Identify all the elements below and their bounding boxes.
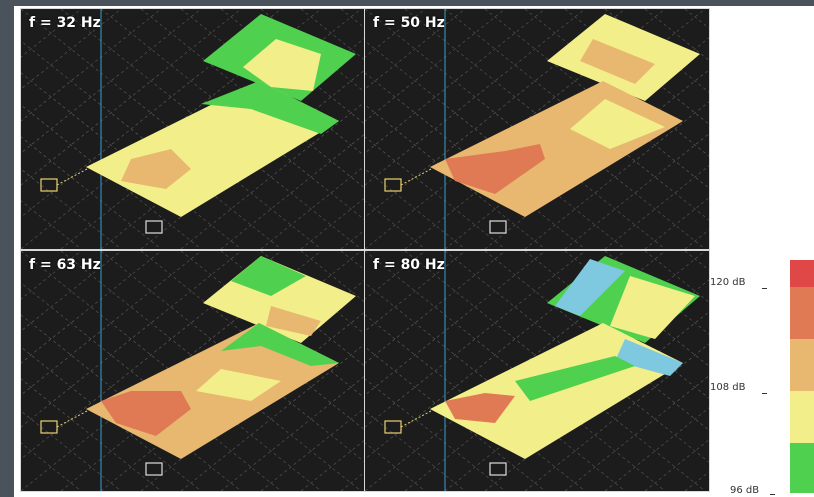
scale-tick-96db <box>770 494 775 495</box>
microphone-icon <box>489 462 507 476</box>
main-floor-zone-yellow <box>570 99 665 149</box>
background-strip-top <box>0 0 814 6</box>
grid-line <box>365 251 546 396</box>
frequency-label: f = 32 Hz <box>29 15 101 31</box>
upper-room-zone-green <box>231 256 306 296</box>
main-floor-zone-red <box>445 144 545 194</box>
grid-line <box>21 136 162 249</box>
panel-80hz: f = 80 Hz <box>364 250 710 492</box>
panel-32hz: f = 32 Hz <box>20 8 366 250</box>
scale-label-108db: 108 dB <box>710 382 746 393</box>
grid-line <box>365 168 466 249</box>
grid-line <box>21 200 82 249</box>
panel-32hz-plot <box>21 9 365 249</box>
microphone-icon <box>145 220 163 234</box>
grid-line <box>340 471 365 491</box>
frequency-label: f = 80 Hz <box>373 257 445 273</box>
main-floor-zone-blue <box>615 339 683 376</box>
grid-line <box>21 410 122 491</box>
grid-line <box>21 168 122 249</box>
grid-line <box>21 251 162 364</box>
grid-line <box>21 9 202 154</box>
grid-line <box>365 251 466 332</box>
speaker-icon <box>384 178 402 192</box>
panel-50hz-plot <box>365 9 709 249</box>
grid-line <box>340 9 365 29</box>
panel-50hz: f = 50 Hz <box>364 8 710 250</box>
grid-line <box>524 101 709 249</box>
grid-line <box>340 251 365 271</box>
grid-line <box>21 9 162 122</box>
panel-80hz-plot <box>365 251 709 491</box>
grid-line <box>21 442 82 491</box>
grid-line <box>21 251 82 300</box>
grid-line <box>21 9 242 186</box>
scale-band-red <box>790 260 814 287</box>
microphone-icon <box>145 462 163 476</box>
main-floor-zone-yellow <box>196 369 281 401</box>
scale-label-96db: 96 dB <box>730 485 760 496</box>
main-floor-zone-green <box>221 323 339 366</box>
grid-line <box>21 251 242 428</box>
grid-line <box>684 9 709 29</box>
source-path-line <box>56 168 88 186</box>
main-floor-zone-orange <box>121 149 191 189</box>
grid-line <box>21 251 202 396</box>
main-floor-zone-green <box>515 356 635 401</box>
grid-line <box>365 378 506 491</box>
panel-63hz: f = 63 Hz <box>20 250 366 492</box>
grid-line <box>21 9 122 90</box>
source-path-line <box>400 410 432 428</box>
grid-line <box>365 251 506 364</box>
grid-line <box>365 9 546 154</box>
speaker-icon <box>40 420 58 434</box>
speaker-icon <box>384 420 402 434</box>
grid-line <box>21 9 82 58</box>
grid-line <box>365 251 586 428</box>
upper-room-zone-yellow <box>610 276 695 339</box>
upper-room-zone-orange <box>580 39 655 84</box>
frequency-label: f = 63 Hz <box>29 257 101 273</box>
scale-band-orange <box>790 339 814 391</box>
background-strip-left <box>0 0 14 497</box>
scale-tick-120db <box>762 288 767 289</box>
grid-line <box>21 378 162 491</box>
source-path-line <box>400 168 432 186</box>
grid-line <box>180 101 365 249</box>
main-floor-zone-red <box>445 393 515 423</box>
grid-line <box>180 343 365 491</box>
upper-room-zone-yellow <box>243 39 321 91</box>
speaker-icon <box>40 178 58 192</box>
grid-line <box>365 9 586 186</box>
scale-band-yellow <box>790 391 814 443</box>
frequency-label: f = 50 Hz <box>373 15 445 31</box>
source-path-line <box>56 410 88 428</box>
grid-line <box>365 200 426 249</box>
grid-line <box>684 229 709 249</box>
grid-line <box>365 9 466 90</box>
grid-line <box>365 9 506 122</box>
scale-tick-108db <box>762 393 767 394</box>
scale-band-salmon <box>790 287 814 339</box>
grid-line <box>340 229 365 249</box>
grid-line <box>21 251 122 332</box>
grid-line <box>365 136 506 249</box>
color-scale-legend: 120 dB 108 dB 96 dB <box>690 255 814 497</box>
main-floor-zone-red <box>101 391 191 436</box>
main-floor-map <box>430 81 683 217</box>
panel-63hz-plot <box>21 251 365 491</box>
grid-line <box>365 410 466 491</box>
grid-line <box>365 251 426 300</box>
microphone-icon <box>489 220 507 234</box>
upper-room-zone-blue <box>555 259 625 316</box>
grid-line <box>365 442 426 491</box>
scale-label-120db: 120 dB <box>710 277 746 288</box>
upper-room-zone-orange <box>266 306 321 336</box>
main-floor-zone-green <box>201 81 339 134</box>
scale-band-green <box>790 443 814 493</box>
grid-line <box>365 9 426 58</box>
